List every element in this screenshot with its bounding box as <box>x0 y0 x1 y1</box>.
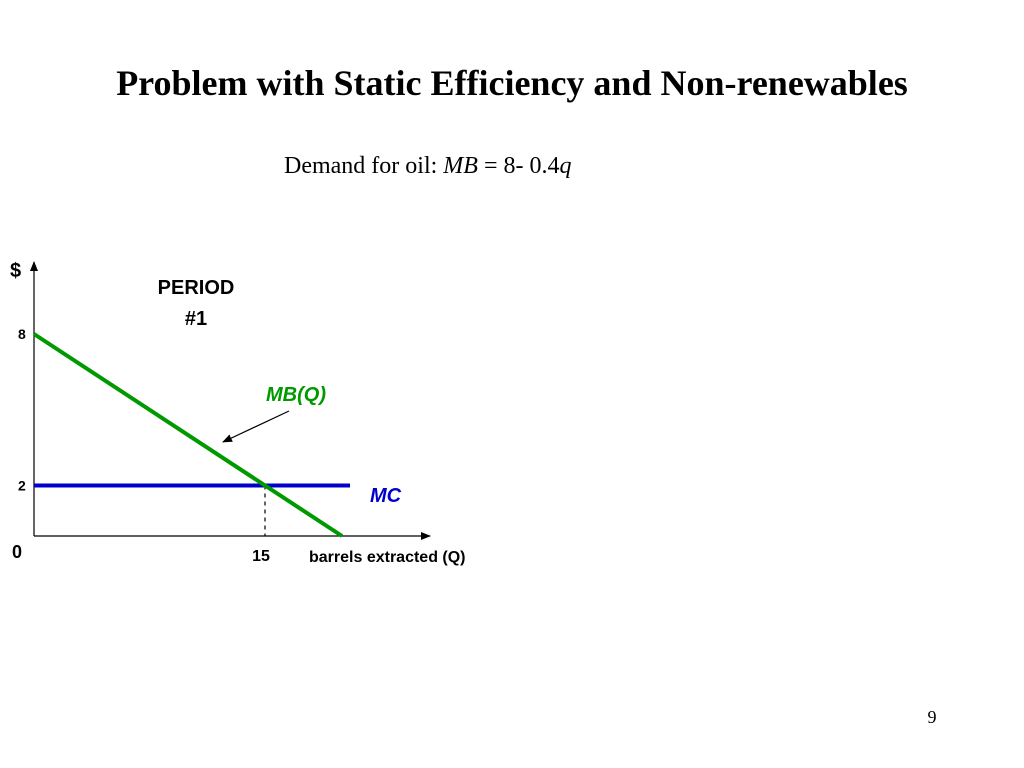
mb-label: MB(Q) <box>266 384 326 406</box>
origin-label: 0 <box>12 542 22 562</box>
equation-lhs: MB <box>443 153 478 179</box>
slide-title: Problem with Static Efficiency and Non-r… <box>116 63 908 103</box>
mc-label: MC <box>370 485 402 507</box>
equation-rhs: = 8- 0.4 <box>477 153 560 179</box>
mb-line <box>32 332 344 538</box>
demand-equation: Demand for oil: MB = 8- 0.4q <box>284 153 571 180</box>
x-tick-label-15: 15 <box>252 548 270 565</box>
y-tick-label-2: 2 <box>18 478 26 494</box>
page-number: 9 <box>927 707 937 727</box>
equation-variable: q <box>559 153 572 179</box>
chart-title-line-1: PERIOD <box>158 277 235 299</box>
y-axis-label: $ <box>10 260 21 282</box>
mb-annotation-arrow <box>222 410 290 443</box>
chart-title-line-2: #1 <box>185 308 207 330</box>
y-tick-label-8: 8 <box>18 326 26 342</box>
x-axis-label: barrels extracted (Q) <box>309 549 466 566</box>
equation-prefix: Demand for oil: <box>284 153 444 179</box>
